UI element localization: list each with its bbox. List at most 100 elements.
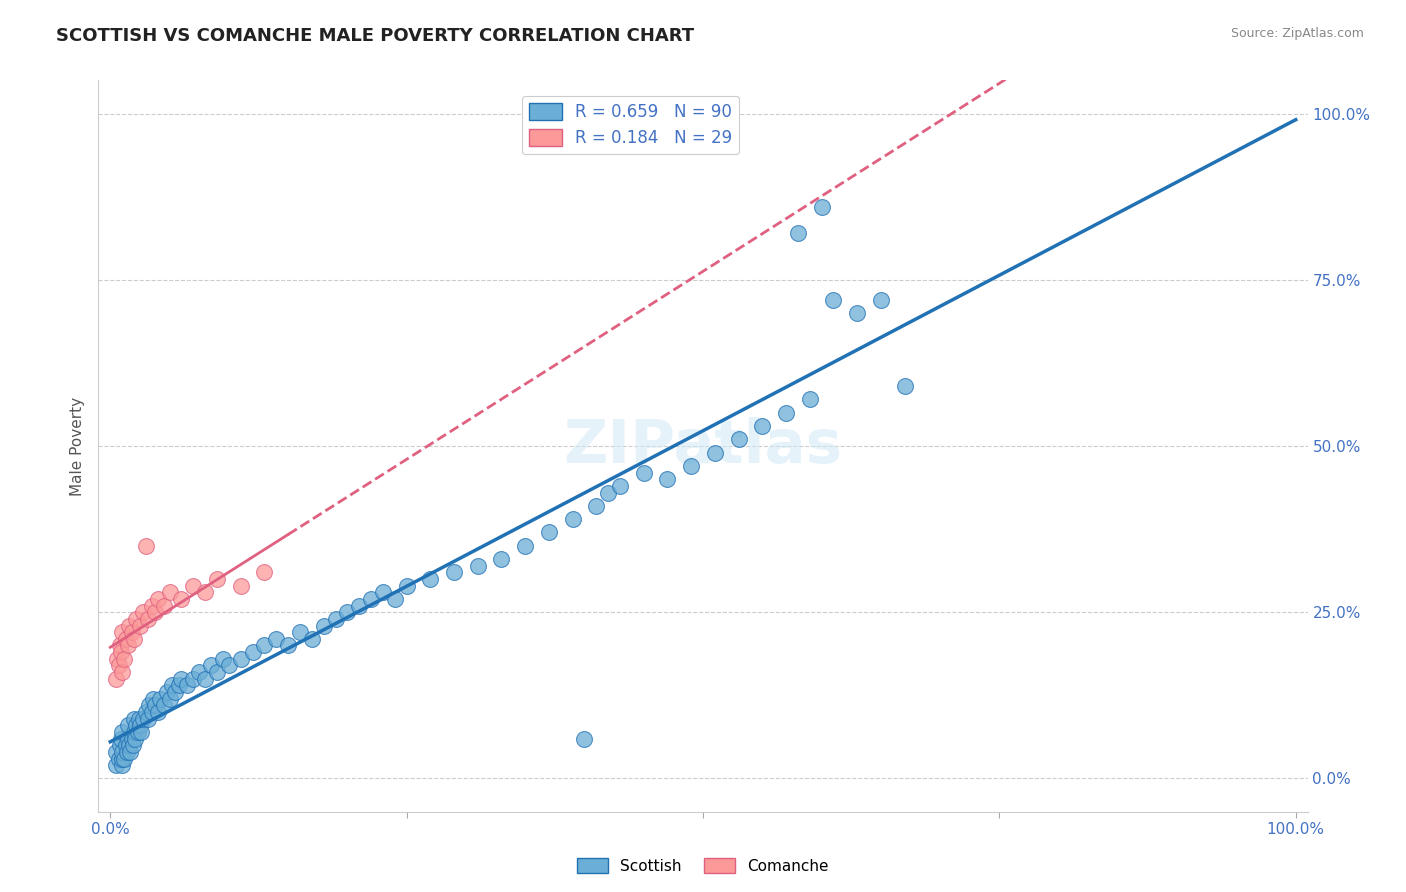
Point	[657, 472, 679, 486]
Point	[491, 552, 513, 566]
Legend: Scottish, Comanche: Scottish, Comanche	[571, 852, 835, 880]
Point	[121, 731, 143, 746]
Point	[121, 625, 143, 640]
Point	[129, 618, 152, 632]
Point	[117, 731, 139, 746]
Point	[384, 591, 406, 606]
Point	[786, 226, 808, 240]
Point	[188, 665, 211, 679]
Point	[114, 751, 136, 765]
Point	[312, 618, 335, 632]
Point	[105, 745, 128, 759]
Point	[799, 392, 821, 407]
Point	[194, 672, 217, 686]
Point	[181, 579, 204, 593]
Point	[141, 705, 163, 719]
Point	[114, 738, 136, 752]
Point	[846, 306, 869, 320]
Point	[142, 691, 165, 706]
Point	[893, 379, 915, 393]
Point	[152, 599, 174, 613]
Point	[200, 658, 222, 673]
Point	[609, 479, 631, 493]
Point	[146, 705, 169, 719]
Point	[105, 652, 128, 666]
Point	[107, 751, 129, 765]
Point	[114, 632, 136, 646]
Point	[810, 200, 832, 214]
Point	[419, 572, 441, 586]
Text: ZIPatlas: ZIPatlas	[564, 417, 842, 475]
Point	[229, 579, 252, 593]
Point	[585, 499, 607, 513]
Point	[122, 725, 145, 739]
Point	[138, 698, 160, 713]
Point	[135, 705, 157, 719]
Point	[160, 678, 183, 692]
Point	[537, 525, 560, 540]
Point	[176, 678, 198, 692]
Point	[122, 712, 145, 726]
Point	[212, 652, 235, 666]
Point	[325, 612, 347, 626]
Point	[132, 712, 155, 726]
Point	[108, 738, 131, 752]
Point	[111, 751, 134, 765]
Point	[110, 731, 132, 746]
Point	[127, 725, 149, 739]
Point	[121, 738, 143, 752]
Point	[751, 419, 773, 434]
Point	[110, 645, 132, 659]
Point	[129, 725, 152, 739]
Point	[156, 685, 179, 699]
Point	[149, 691, 172, 706]
Point	[136, 712, 159, 726]
Point	[633, 466, 655, 480]
Text: SCOTTISH VS COMANCHE MALE POVERTY CORRELATION CHART: SCOTTISH VS COMANCHE MALE POVERTY CORREL…	[56, 27, 695, 45]
Point	[111, 745, 134, 759]
Point	[467, 558, 489, 573]
Point	[574, 731, 596, 746]
Point	[125, 718, 148, 732]
Point	[288, 625, 311, 640]
Point	[242, 645, 264, 659]
Point	[515, 539, 537, 553]
Point	[159, 691, 181, 706]
Point	[395, 579, 418, 593]
Point	[194, 585, 217, 599]
Point	[681, 458, 703, 473]
Point	[115, 745, 138, 759]
Point	[181, 672, 204, 686]
Point	[703, 445, 725, 459]
Point	[360, 591, 382, 606]
Point	[129, 718, 152, 732]
Point	[253, 566, 276, 580]
Point	[167, 678, 190, 692]
Point	[122, 632, 145, 646]
Point	[205, 665, 228, 679]
Point	[118, 618, 141, 632]
Point	[301, 632, 323, 646]
Point	[132, 605, 155, 619]
Point	[108, 639, 131, 653]
Legend: R = 0.659   N = 90, R = 0.184   N = 29: R = 0.659 N = 90, R = 0.184 N = 29	[522, 96, 740, 154]
Text: Source: ZipAtlas.com: Source: ZipAtlas.com	[1230, 27, 1364, 40]
Point	[277, 639, 299, 653]
Point	[111, 758, 134, 772]
Point	[146, 591, 169, 606]
Point	[205, 572, 228, 586]
Point	[253, 639, 276, 653]
Point	[264, 632, 287, 646]
Point	[775, 406, 797, 420]
Point	[111, 625, 134, 640]
Point	[159, 585, 181, 599]
Point	[598, 485, 620, 500]
Point	[869, 293, 891, 307]
Y-axis label: Male Poverty: Male Poverty	[69, 396, 84, 496]
Point	[143, 605, 166, 619]
Point	[105, 758, 128, 772]
Point	[143, 698, 166, 713]
Point	[823, 293, 845, 307]
Point	[347, 599, 370, 613]
Point	[136, 612, 159, 626]
